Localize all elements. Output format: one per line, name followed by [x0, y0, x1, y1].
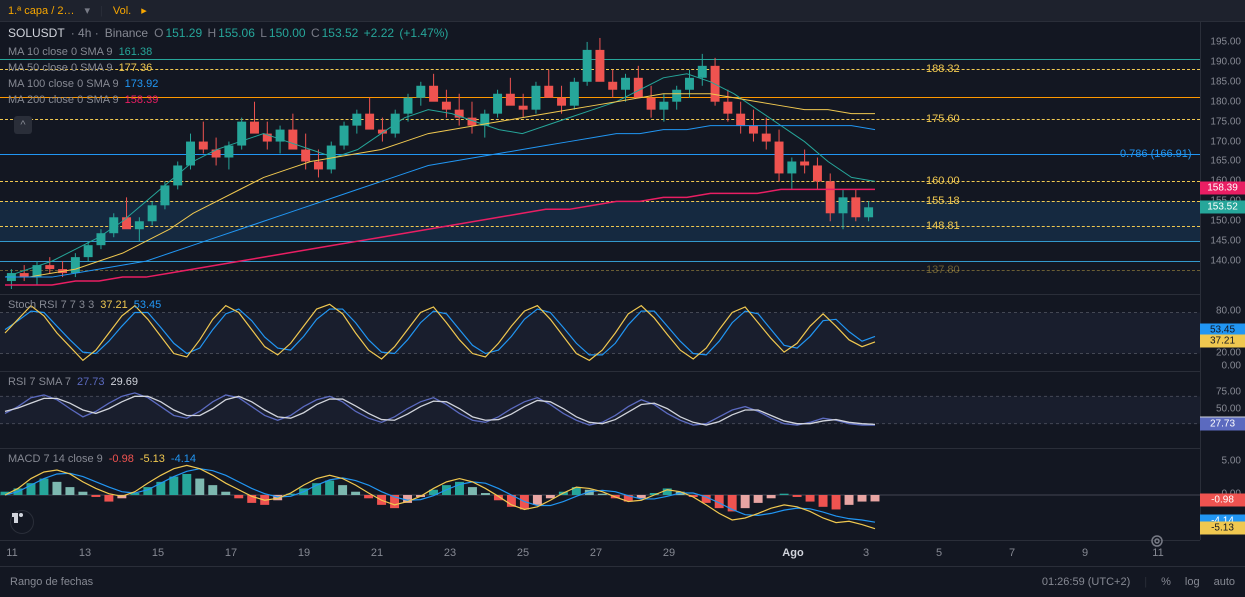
interval: · 4h · — [71, 26, 99, 40]
time-tick: 11 — [6, 547, 17, 559]
clock[interactable]: 01:26:59 (UTC+2) — [1042, 576, 1130, 588]
price-tag: 153.52 — [1200, 201, 1245, 214]
auto-toggle[interactable]: auto — [1214, 576, 1235, 588]
arrow-right-icon: ▸ — [141, 4, 147, 17]
time-tick: 17 — [225, 547, 237, 559]
time-tick: 9 — [1082, 547, 1088, 559]
time-tick: 5 — [936, 547, 942, 559]
top-toolbar: 1.ª capa / 2… ▾ | Vol. ▸ — [0, 0, 1245, 22]
date-range[interactable]: Rango de fechas — [10, 576, 93, 588]
ma-indicator: MA 10 close 0 SMA 9161.38 — [8, 46, 152, 58]
symbol[interactable]: SOLUSDT — [8, 26, 65, 40]
layer-label[interactable]: 1.ª capa / 2… — [8, 5, 74, 17]
time-tick: 3 — [863, 547, 869, 559]
y-tick: 170.00 — [1210, 136, 1241, 147]
macd-label: MACD 7 14 close 9 -0.98 -5.13 -4.14 — [8, 453, 196, 465]
ma-indicator: MA 50 close 0 SMA 9177.36 — [8, 62, 152, 74]
ma-indicator: MA 200 close 0 SMA 9158.39 — [8, 94, 158, 106]
bottom-bar: Rango de fechas 01:26:59 (UTC+2) | % log… — [0, 566, 1245, 597]
pct-toggle[interactable]: % — [1161, 576, 1171, 588]
ma-indicator: MA 100 close 0 SMA 9173.92 — [8, 78, 158, 90]
price-pane[interactable]: 188.32175.600.786 (166.91)160.00155.1814… — [0, 22, 1200, 293]
time-tick: 25 — [517, 547, 529, 559]
time-axis[interactable]: 11 13 15 17 19 21 23 25 27 29 Ago 3 5 7 9 11 — [0, 540, 1200, 566]
y-tick: 145.00 — [1210, 236, 1241, 247]
collapse-button[interactable]: ^ — [14, 116, 32, 134]
vol-label[interactable]: Vol. — [113, 5, 131, 17]
y-tick: 185.00 — [1210, 76, 1241, 87]
y-tick: 180.00 — [1210, 96, 1241, 107]
time-tick: 7 — [1009, 547, 1015, 559]
time-tick: 19 — [298, 547, 310, 559]
tradingview-logo-icon[interactable] — [10, 510, 34, 534]
stoch-pane[interactable]: Stoch RSI 7 7 3 3 37.21 53.45 — [0, 294, 1200, 370]
ohlc-values: O151.29 H155.06 L150.00 C153.52 +2.22 (+… — [154, 26, 450, 40]
y-tick: 150.00 — [1210, 216, 1241, 227]
time-tick: 21 — [371, 547, 383, 559]
chevron-down-icon[interactable]: ▾ — [84, 4, 90, 17]
stoch-label: Stoch RSI 7 7 3 3 37.21 53.45 — [8, 299, 161, 311]
macd-pane[interactable]: MACD 7 14 close 9 -0.98 -5.13 -4.14 — [0, 448, 1200, 540]
y-tick: 175.00 — [1210, 116, 1241, 127]
y-tick: 140.00 — [1210, 256, 1241, 267]
y-tick: 190.00 — [1210, 56, 1241, 67]
price-tag: 158.39 — [1200, 181, 1245, 194]
price-axis[interactable]: 140.00145.00150.00155.00160.00165.00170.… — [1200, 22, 1245, 540]
time-tick: 11 — [1152, 547, 1163, 559]
time-tick: Ago — [782, 547, 803, 559]
y-tick: 165.00 — [1210, 156, 1241, 167]
y-tick: 195.00 — [1210, 36, 1241, 47]
exchange: Binance — [105, 26, 148, 40]
log-toggle[interactable]: log — [1185, 576, 1200, 588]
rsi-label: RSI 7 SMA 7 27.73 29.69 — [8, 376, 138, 388]
time-tick: 29 — [663, 547, 675, 559]
rsi-pane[interactable]: RSI 7 SMA 7 27.73 29.69 — [0, 371, 1200, 447]
time-tick: 15 — [152, 547, 164, 559]
time-tick: 27 — [590, 547, 602, 559]
time-tick: 13 — [79, 547, 91, 559]
time-tick: 23 — [444, 547, 456, 559]
symbol-info: SOLUSDT · 4h · Binance O151.29 H155.06 L… — [8, 26, 450, 40]
